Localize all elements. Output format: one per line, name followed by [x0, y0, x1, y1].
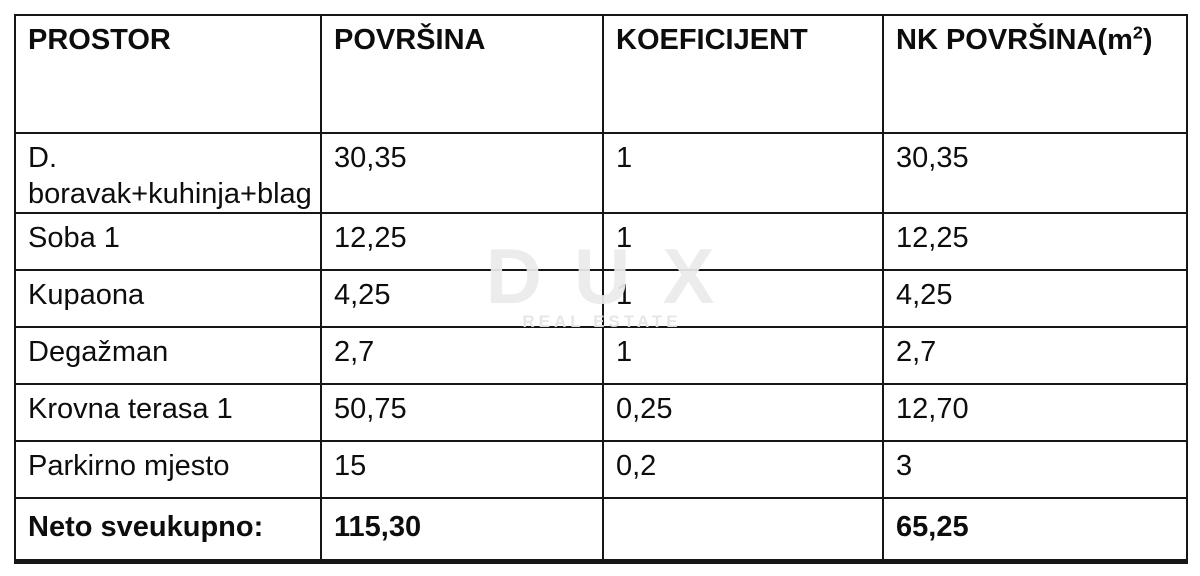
- cell-prostor: Soba 1: [14, 212, 322, 271]
- cell-koeficijent: 1: [602, 326, 884, 385]
- cell-prostor: Degažman: [14, 326, 322, 385]
- cell-prostor: Krovna terasa 1: [14, 383, 322, 442]
- cell-nk-povrsina: 12,70: [882, 383, 1188, 442]
- cell-nk-povrsina: 4,25: [882, 269, 1188, 328]
- col-header-povrsina: POVRŠINA: [320, 14, 604, 134]
- cell-povrsina: 4,25: [320, 269, 604, 328]
- cell-povrsina: 50,75: [320, 383, 604, 442]
- total-label: Neto sveukupno:: [14, 497, 322, 564]
- total-povrsina: 115,30: [320, 497, 604, 564]
- area-table: PROSTOR POVRŠINA KOEFICIJENT NK POVRŠINA…: [14, 14, 1188, 564]
- cell-povrsina: 30,35: [320, 132, 604, 214]
- table-row: D. boravak+kuhinja+blag 30,35 1 30,35: [14, 132, 1188, 214]
- cell-nk-povrsina: 3: [882, 440, 1188, 499]
- total-nk-povrsina: 65,25: [882, 497, 1188, 564]
- cell-koeficijent: 0,2: [602, 440, 884, 499]
- col-header-nk-povrsina: NK POVRŠINA(m2): [882, 14, 1188, 134]
- cell-prostor: Parkirno mjesto: [14, 440, 322, 499]
- nk-header-suffix: ): [1142, 24, 1153, 56]
- total-koeficijent: [602, 497, 884, 564]
- table-total-row: Neto sveukupno: 115,30 65,25: [14, 497, 1188, 564]
- nk-header-superscript: 2: [1132, 22, 1143, 43]
- cell-povrsina: 15: [320, 440, 604, 499]
- table-row: Krovna terasa 1 50,75 0,25 12,70: [14, 383, 1188, 442]
- cell-koeficijent: 1: [602, 212, 884, 271]
- col-header-koeficijent: KOEFICIJENT: [602, 14, 884, 134]
- cell-povrsina: 2,7: [320, 326, 604, 385]
- cell-nk-povrsina: 2,7: [882, 326, 1188, 385]
- cell-povrsina: 12,25: [320, 212, 604, 271]
- nk-header-prefix: NK POVRŠINA(m: [896, 24, 1133, 56]
- table-row: Degažman 2,7 1 2,7: [14, 326, 1188, 385]
- cell-koeficijent: 0,25: [602, 383, 884, 442]
- col-header-prostor: PROSTOR: [14, 14, 322, 134]
- table-row: Soba 1 12,25 1 12,25: [14, 212, 1188, 271]
- table-row: Parkirno mjesto 15 0,2 3: [14, 440, 1188, 499]
- table-row: Kupaona 4,25 1 4,25: [14, 269, 1188, 328]
- table-header-row: PROSTOR POVRŠINA KOEFICIJENT NK POVRŠINA…: [14, 14, 1188, 134]
- cell-prostor: Kupaona: [14, 269, 322, 328]
- cell-nk-povrsina: 12,25: [882, 212, 1188, 271]
- cell-koeficijent: 1: [602, 269, 884, 328]
- cell-nk-povrsina: 30,35: [882, 132, 1188, 214]
- cell-prostor: D. boravak+kuhinja+blag: [14, 132, 322, 214]
- cell-koeficijent: 1: [602, 132, 884, 214]
